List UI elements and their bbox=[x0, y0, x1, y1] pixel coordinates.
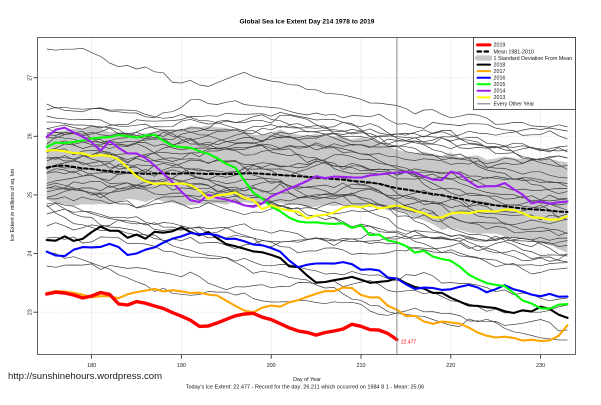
svg-text:2019: 2019 bbox=[494, 43, 506, 49]
svg-text:25: 25 bbox=[27, 192, 33, 198]
svg-text:Ice Extent in millions of sq.: Ice Extent in millions of sq. km bbox=[10, 168, 16, 241]
svg-text:24: 24 bbox=[27, 251, 33, 257]
svg-text:220: 220 bbox=[446, 363, 455, 369]
svg-text:2015: 2015 bbox=[494, 82, 506, 88]
svg-text:22.477: 22.477 bbox=[401, 340, 417, 346]
svg-text:http://sunshinehours.wordpress: http://sunshinehours.wordpress.com bbox=[8, 371, 162, 382]
svg-text:23: 23 bbox=[27, 309, 33, 315]
svg-text:200: 200 bbox=[267, 363, 276, 369]
svg-text:27: 27 bbox=[27, 75, 33, 81]
svg-text:230: 230 bbox=[536, 363, 545, 369]
svg-text:210: 210 bbox=[357, 363, 366, 369]
svg-text:Day of Year: Day of Year bbox=[293, 377, 321, 383]
svg-text:2017: 2017 bbox=[494, 69, 506, 75]
svg-text:Every Other Year: Every Other Year bbox=[494, 102, 535, 108]
svg-text:2014: 2014 bbox=[494, 89, 506, 95]
svg-text:2018: 2018 bbox=[494, 62, 506, 68]
svg-text:180: 180 bbox=[87, 363, 96, 369]
svg-text:Global Sea Ice Extent Day 214: Global Sea Ice Extent Day 214 1978 to 20… bbox=[240, 19, 375, 26]
svg-text:Today's Ice Extent: 22.477 -: Today's Ice Extent: 22.477 - Record for … bbox=[186, 385, 425, 391]
svg-text:Mean 1981-2010: Mean 1981-2010 bbox=[494, 49, 534, 55]
svg-text:2016: 2016 bbox=[494, 76, 506, 82]
svg-text:190: 190 bbox=[177, 363, 186, 369]
svg-text:1 Standard Deviation From Mean: 1 Standard Deviation From Mean bbox=[494, 56, 573, 62]
svg-text:2013: 2013 bbox=[494, 95, 506, 101]
svg-text:26: 26 bbox=[27, 133, 33, 139]
